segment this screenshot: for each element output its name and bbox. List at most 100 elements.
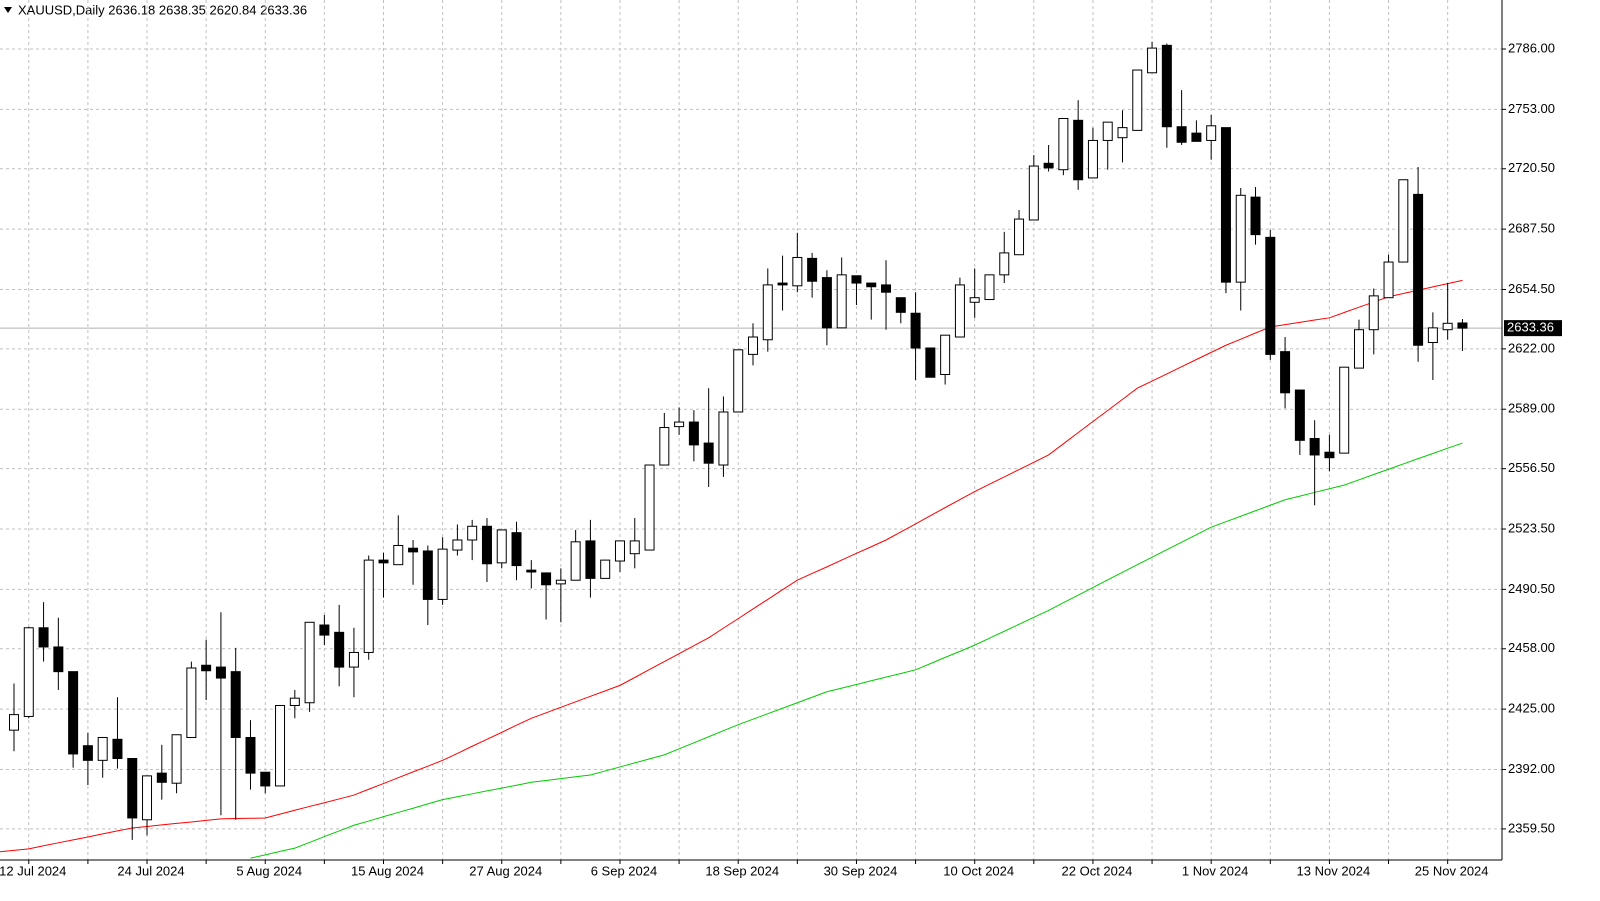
candle-body: [171, 734, 182, 784]
candle-body: [348, 651, 359, 668]
candle-body: [1087, 139, 1098, 179]
candle-body: [1265, 236, 1276, 355]
candle-body: [82, 745, 93, 761]
candle-body: [1398, 179, 1409, 263]
candle-body: [1324, 451, 1335, 459]
y-tick-label: 2523.50: [1508, 520, 1555, 535]
candle-body: [422, 550, 433, 600]
x-tick-label: 5 Aug 2024: [236, 863, 302, 878]
y-tick-label: 2425.00: [1508, 701, 1555, 716]
candle-body: [363, 559, 374, 653]
candle-body: [245, 736, 256, 774]
candle-body: [1132, 69, 1143, 131]
candle-body: [555, 579, 566, 585]
x-tick-label: 27 Aug 2024: [469, 863, 542, 878]
candle-body: [260, 771, 271, 787]
menu-triangle: [4, 7, 12, 13]
candle-body: [718, 411, 729, 466]
candle-body: [851, 275, 862, 284]
candle-body: [807, 257, 818, 282]
candle-body: [969, 297, 980, 303]
y-tick-label: 2720.50: [1508, 160, 1555, 175]
y-tick-label: 2687.50: [1508, 221, 1555, 236]
candle-body: [23, 627, 34, 717]
candle-body: [1147, 47, 1158, 74]
candle-body: [275, 704, 286, 787]
candle-body: [1368, 295, 1379, 331]
candle-body: [304, 621, 315, 704]
x-tick-label: 6 Sep 2024: [591, 863, 658, 878]
y-tick-label: 2490.50: [1508, 581, 1555, 596]
candle-body: [1073, 119, 1084, 181]
candle-body: [1028, 165, 1039, 221]
last-price-label: 2633.36: [1507, 320, 1554, 335]
x-tick-label: 13 Nov 2024: [1297, 863, 1371, 878]
candle-body: [1457, 322, 1468, 329]
chart-title: XAUUSD,Daily 2636.18 2638.35 2620.84 263…: [18, 2, 307, 17]
candle-body: [9, 714, 19, 731]
candle-body: [703, 442, 714, 464]
candle-body: [762, 284, 773, 341]
candle-body: [1294, 389, 1305, 441]
candle-body: [319, 624, 330, 636]
candle-body: [127, 758, 138, 819]
candle-body: [452, 539, 463, 551]
candle-body: [674, 421, 685, 428]
candle-body: [496, 529, 507, 564]
candle-body: [881, 284, 892, 293]
candle-body: [866, 282, 877, 288]
x-tick-label: 12 Jul 2024: [0, 863, 66, 878]
candle-body: [1014, 218, 1025, 256]
candle-body: [1442, 322, 1453, 331]
candle-body: [408, 547, 419, 553]
candle-body: [821, 277, 832, 329]
moving-average: [250, 442, 1463, 859]
candle-body: [112, 738, 123, 760]
x-tick-label: 1 Nov 2024: [1182, 863, 1249, 878]
candle-body: [984, 274, 995, 301]
candle-body: [201, 664, 212, 672]
candle-body: [585, 540, 596, 579]
candle-body: [97, 736, 108, 761]
candle-body: [659, 427, 670, 466]
last-price-box: [1504, 320, 1562, 337]
candle-body: [1413, 193, 1424, 346]
y-tick-label: 2622.00: [1508, 340, 1555, 355]
candle-body: [777, 282, 788, 286]
y-tick-label: 2458.00: [1508, 640, 1555, 655]
candle-body: [526, 569, 537, 573]
candle-body: [186, 667, 197, 738]
candle-body: [999, 252, 1010, 276]
candle-body: [1280, 351, 1291, 394]
candle-body: [1353, 329, 1364, 369]
candle-body: [142, 775, 153, 821]
candle-body: [289, 697, 300, 706]
candle-body: [600, 559, 611, 579]
candle-body: [570, 541, 581, 581]
y-tick-label: 2589.00: [1508, 401, 1555, 416]
moving-average: [0, 279, 1463, 853]
x-tick-label: 22 Oct 2024: [1062, 863, 1133, 878]
candle-body: [511, 532, 522, 567]
candle-body: [215, 666, 226, 679]
candle-body: [954, 284, 965, 338]
candle-body: [1043, 162, 1054, 169]
candle-body: [836, 274, 847, 329]
y-tick-label: 2786.00: [1508, 40, 1555, 55]
candle-body: [156, 772, 167, 783]
y-tick-label: 2654.50: [1508, 281, 1555, 296]
candle-body: [1250, 196, 1261, 236]
candle-body: [378, 559, 389, 564]
candle-body: [230, 671, 241, 738]
candle-body: [895, 297, 906, 313]
candle-body: [792, 256, 803, 287]
candle-body: [1206, 125, 1217, 141]
candle-body: [644, 464, 655, 551]
candle-body: [940, 334, 951, 376]
candle-body: [1176, 126, 1187, 143]
candle-body: [437, 548, 448, 600]
candle-body: [733, 349, 744, 413]
candle-body: [393, 544, 404, 566]
candle-body: [1058, 117, 1069, 171]
